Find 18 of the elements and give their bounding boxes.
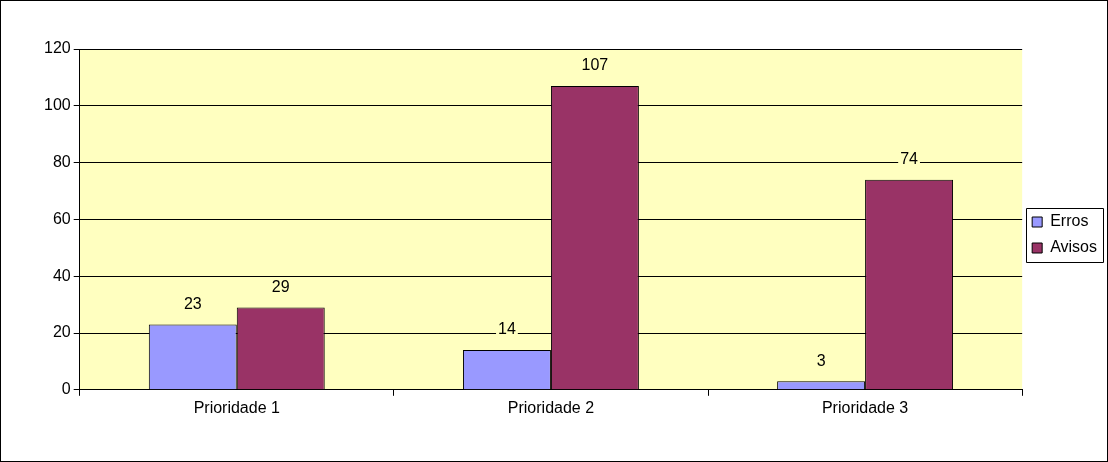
x-tick-label: Prioridade 2 xyxy=(507,398,595,416)
y-tick-label: 40 xyxy=(52,266,71,284)
data-label: 29 xyxy=(271,277,290,295)
y-tick-label: 0 xyxy=(61,380,71,398)
data-label: 107 xyxy=(581,56,609,74)
legend-label: Erros xyxy=(1050,212,1089,230)
data-label: 23 xyxy=(183,294,202,312)
x-tick-label: Prioridade 3 xyxy=(821,398,909,416)
data-label: 74 xyxy=(900,150,919,168)
legend-label: Avisos xyxy=(1050,238,1098,256)
x-tick-label: Prioridade 1 xyxy=(193,398,281,416)
y-tick-label: 120 xyxy=(43,39,71,57)
data-label: 3 xyxy=(816,351,826,369)
data-label: 14 xyxy=(498,320,516,338)
y-tick-label: 80 xyxy=(52,153,71,171)
y-tick-label: 100 xyxy=(43,96,71,114)
y-tick-label: 60 xyxy=(52,209,71,227)
y-tick-label: 20 xyxy=(52,323,71,341)
